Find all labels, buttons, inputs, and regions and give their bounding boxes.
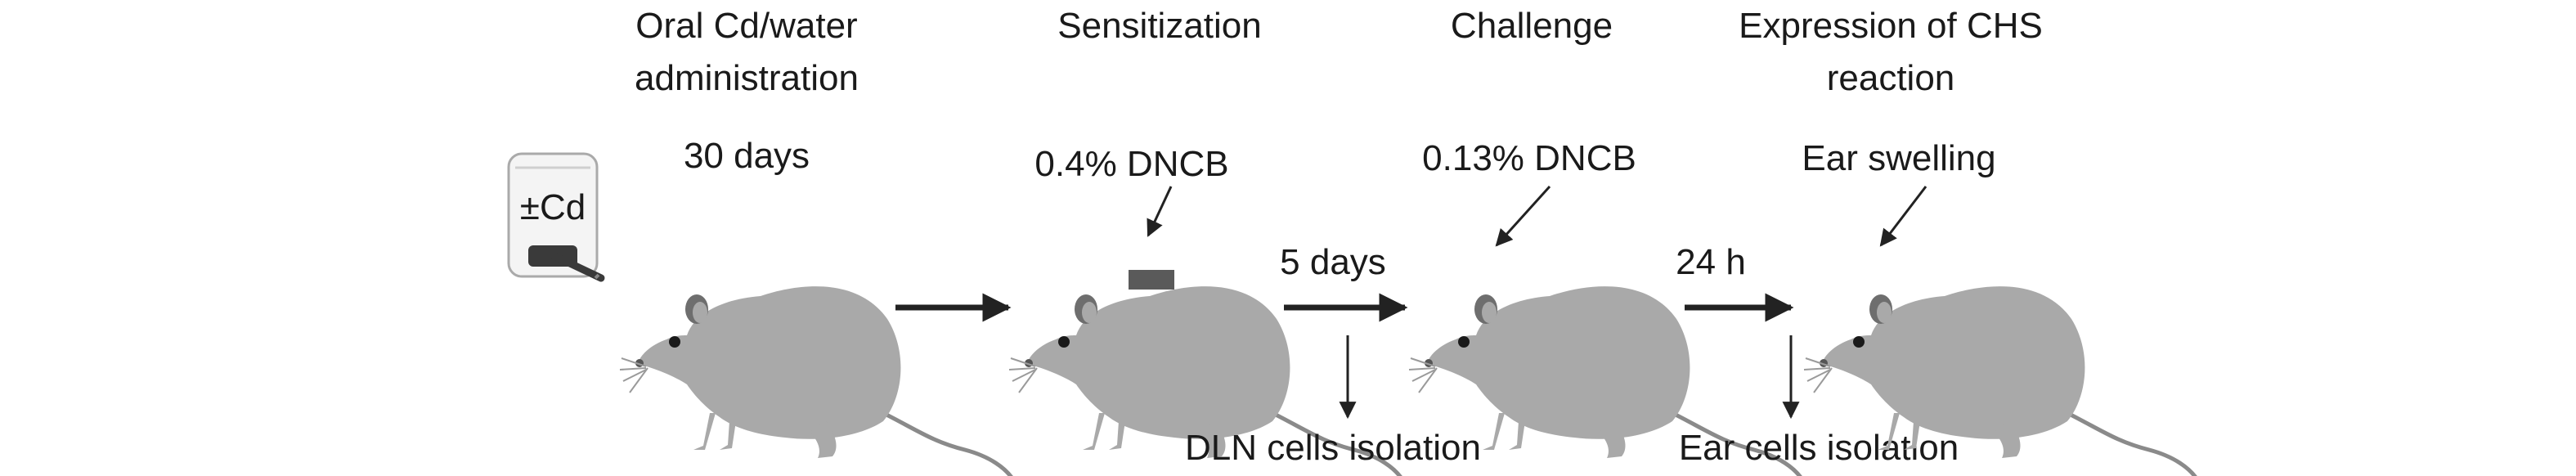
stage-3: Challenge 0.13% DNCB [1409,6,1803,476]
interval-24-h: 24 h [1676,242,1746,282]
stage-3-title: Challenge [1451,6,1613,46]
stage-1-title-line2: administration [635,58,859,98]
sensitization-patch [1129,270,1174,290]
stage-4-detail: Ear swelling [1802,138,1995,178]
stage-4-title-line2: reaction [1827,58,1955,98]
bottle-label: ±Cd [520,187,586,227]
stage-1-title-line1: Oral Cd/water [635,6,857,46]
dln-cells-isolation: DLN cells isolation [1185,428,1481,468]
stage-3-detail: 0.13% DNCB [1422,138,1636,178]
stage-2-detail: 0.4% DNCB [1034,144,1228,184]
stage-1: Oral Cd/water administration 30 days ±Cd [507,6,1014,476]
pointer-arrow-ear-challenge [1495,185,1551,247]
rat-icon-1 [620,286,1014,476]
pointer-arrow-ear-swelling [1879,186,1928,247]
stage-4: Expression of CHS reaction Ear swelling [1739,6,2198,476]
interval-5-days: 5 days [1280,242,1386,282]
stage-2: Sensitization 0.4% DNCB [1009,6,1403,476]
stage-4-title-line1: Expression of CHS [1739,6,2043,46]
stage-1-detail: 30 days [684,136,810,176]
stage-2-title: Sensitization [1057,6,1261,46]
pointer-arrow-patch [1147,186,1173,237]
water-bottle-icon [507,152,605,282]
